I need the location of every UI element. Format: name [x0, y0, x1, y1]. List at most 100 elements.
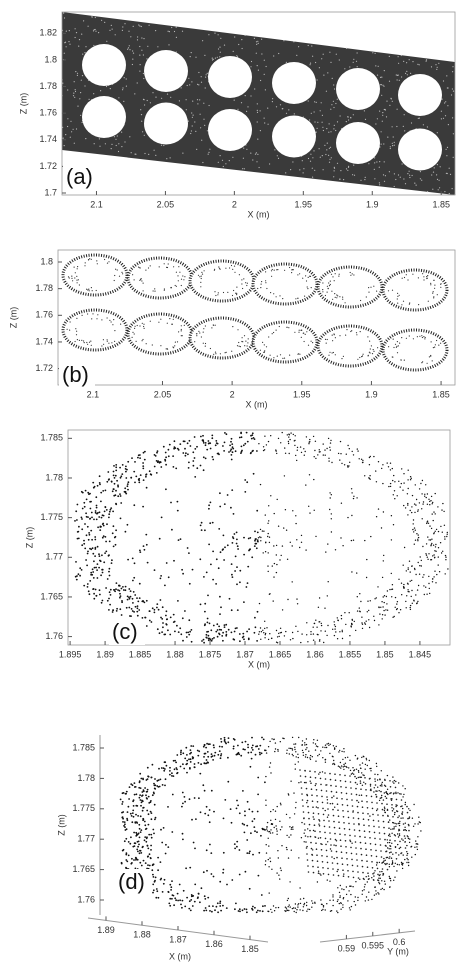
point	[273, 600, 274, 601]
point	[267, 108, 268, 109]
point	[360, 780, 361, 781]
point	[93, 577, 95, 579]
point	[114, 341, 115, 342]
point	[357, 871, 359, 873]
point	[291, 748, 292, 749]
point	[99, 484, 101, 486]
point	[331, 462, 332, 463]
point	[133, 591, 135, 593]
hole-rim	[190, 318, 254, 358]
point	[286, 62, 287, 63]
point	[135, 842, 137, 844]
point	[139, 773, 141, 775]
point	[248, 852, 250, 854]
point	[357, 610, 358, 611]
z-tick-label: 1.76	[45, 631, 63, 641]
point	[392, 617, 393, 618]
point	[334, 635, 335, 636]
point	[182, 335, 183, 336]
point	[376, 796, 378, 798]
point	[399, 80, 400, 81]
point	[440, 343, 441, 344]
point	[316, 627, 317, 628]
point	[423, 124, 424, 125]
point	[182, 900, 184, 902]
point	[248, 550, 250, 552]
point	[403, 126, 404, 127]
point	[106, 481, 108, 483]
point	[113, 525, 115, 527]
point	[126, 791, 128, 793]
point	[400, 818, 401, 819]
point	[81, 544, 83, 546]
point	[82, 122, 83, 123]
point	[121, 812, 123, 814]
point	[356, 497, 357, 498]
point	[229, 160, 230, 161]
point	[191, 894, 193, 896]
point	[320, 778, 322, 780]
point	[209, 910, 211, 912]
point	[229, 267, 230, 268]
point	[325, 838, 327, 840]
point	[277, 806, 278, 807]
point	[298, 903, 299, 904]
point	[381, 131, 382, 132]
point	[324, 772, 326, 774]
point	[235, 450, 237, 452]
point	[232, 269, 233, 270]
point	[169, 444, 171, 446]
z-tick-label: 1.78	[35, 283, 53, 293]
point	[297, 754, 298, 755]
point	[322, 155, 323, 156]
point	[74, 81, 75, 82]
point	[430, 539, 431, 540]
point	[296, 460, 297, 461]
point	[403, 301, 404, 302]
point	[382, 85, 383, 86]
point	[109, 30, 110, 31]
point	[320, 110, 321, 111]
point	[197, 755, 199, 757]
point	[399, 343, 400, 344]
point	[150, 102, 151, 103]
point	[302, 805, 304, 807]
point	[279, 636, 280, 637]
point	[168, 449, 170, 451]
point	[343, 179, 344, 180]
point	[436, 69, 437, 70]
point	[102, 514, 104, 516]
point	[384, 881, 385, 882]
point	[201, 276, 202, 277]
point	[437, 179, 438, 180]
point	[130, 863, 132, 865]
point	[407, 173, 408, 174]
point	[122, 464, 124, 466]
point	[271, 270, 272, 271]
point	[274, 751, 275, 752]
point	[296, 912, 297, 913]
point	[280, 867, 281, 868]
point	[404, 841, 406, 843]
point	[413, 519, 414, 520]
point	[326, 448, 327, 449]
point	[376, 893, 377, 894]
point	[342, 545, 343, 546]
point	[247, 582, 249, 584]
point	[310, 631, 311, 632]
point	[404, 835, 406, 837]
point	[176, 625, 178, 627]
point	[95, 547, 97, 549]
point	[385, 812, 386, 813]
point	[257, 121, 258, 122]
point	[262, 630, 263, 631]
point	[92, 313, 93, 314]
point	[180, 904, 182, 906]
point	[370, 287, 371, 288]
point	[70, 137, 71, 138]
point	[356, 334, 357, 335]
point	[157, 628, 159, 630]
z-tick-label: 1.78	[39, 81, 57, 91]
point	[362, 866, 364, 868]
point	[192, 905, 194, 907]
